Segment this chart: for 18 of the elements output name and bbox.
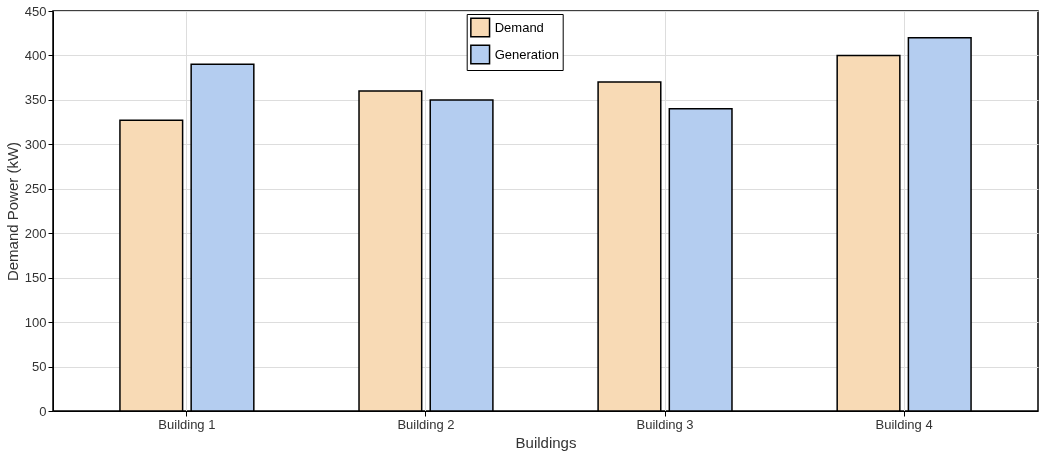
y-tick-label: 450 (24, 3, 47, 19)
y-tick-label: 50 (32, 359, 47, 375)
y-tick-label: 150 (24, 270, 47, 286)
y-tick-label: 200 (24, 225, 47, 241)
y-tick-label: 100 (24, 314, 47, 330)
y-tick-label: 400 (24, 47, 47, 63)
x-tick-label: Building 2 (397, 416, 455, 432)
legend-label: Demand (494, 19, 544, 35)
y-axis-title: Demand Power (kW) (3, 141, 21, 282)
x-tick-label: Building 4 (875, 416, 933, 432)
y-tick-label: 250 (24, 181, 47, 197)
x-tick-label: Building 3 (636, 416, 694, 432)
y-tick-label: 350 (24, 92, 47, 108)
y-tick-label: 0 (39, 403, 47, 419)
y-tick-label: 300 (24, 136, 47, 152)
legend-label: Generation (494, 46, 560, 62)
x-tick-label: Building 1 (158, 416, 216, 432)
x-axis-title: Buildings (515, 433, 577, 451)
